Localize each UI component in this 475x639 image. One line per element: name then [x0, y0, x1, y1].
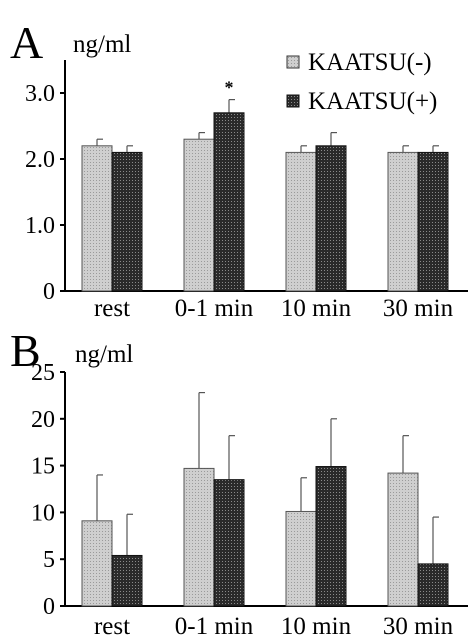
panel-b-y-tick-label: 10	[31, 500, 55, 526]
legend-label-kaatsu-plus: KAATSU(+)	[308, 88, 437, 115]
panel-a-y-tick-label: 3.0	[25, 81, 55, 107]
panel-b-category-label: 30 min	[383, 613, 454, 639]
panel-b-bar-kaatsu-minus	[285, 510, 317, 607]
panel-b-bar-kaatsu-plus	[213, 479, 245, 607]
panel-b-y-tick-label: 15	[31, 454, 55, 480]
legend-swatch-kaatsu-minus	[286, 55, 300, 69]
panel-b-category-label: 10 min	[281, 613, 352, 639]
panel-a-bar-kaatsu-plus	[213, 112, 245, 292]
legend-swatch-kaatsu-plus	[286, 94, 300, 108]
panel-b-bar-kaatsu-minus	[387, 472, 419, 607]
panel-a-category-label: 10 min	[281, 295, 352, 322]
panel-a-bar-kaatsu-minus	[81, 145, 113, 292]
panel-b-bar-kaatsu-plus	[111, 554, 143, 607]
panel-a-bar-kaatsu-plus	[111, 151, 143, 292]
panel-b-unit-label: ng/ml	[75, 341, 133, 368]
panel-b-y-tick-label: 25	[31, 360, 55, 386]
panel-b-category-label: 0-1 min	[175, 613, 254, 639]
panel-b-y-tick-label: 0	[43, 594, 55, 620]
panel-a-category-label: rest	[94, 295, 130, 322]
panel-a-category-label: 30 min	[383, 295, 454, 322]
legend-label-kaatsu-minus: KAATSU(-)	[308, 49, 432, 76]
panel-a-bar-kaatsu-plus	[417, 151, 449, 292]
panel-b-y-tick-label: 5	[43, 547, 55, 573]
panel-a-label: A	[10, 17, 43, 68]
panel-b-bar-kaatsu-minus	[81, 520, 113, 607]
panel-a-y-tick-label: 2.0	[25, 147, 55, 173]
legend: KAATSU(-) KAATSU(+)	[286, 49, 437, 115]
panel-a-bar-kaatsu-minus	[285, 151, 317, 292]
panel-a-unit-label: ng/ml	[73, 31, 131, 58]
panel-a-y-tick-label: 1.0	[25, 213, 55, 239]
panel-b-category-label: rest	[94, 613, 130, 639]
panel-b-bar-kaatsu-plus	[315, 466, 347, 607]
panel-a-category-label: 0-1 min	[175, 295, 254, 322]
panel-b-plot: 0 5 10 15 20 25 rest 0-1 min 10 min 30 min	[31, 360, 468, 639]
panel-a-plot: 0 1.0 2.0 3.0 rest 0-1 min 10 min 30 min *	[25, 60, 468, 322]
panel-b-bar-kaatsu-plus	[417, 563, 449, 607]
panel-b-bar-kaatsu-minus	[183, 467, 215, 607]
panel-a-y-tick-label: 0	[43, 279, 55, 305]
panel-a-bar-kaatsu-plus	[315, 145, 347, 292]
panel-a-significance-marker: *	[225, 78, 234, 98]
panel-a-bar-kaatsu-minus	[183, 138, 215, 292]
panel-a-bar-kaatsu-minus	[387, 151, 419, 292]
panel-b-y-tick-label: 20	[31, 407, 55, 433]
panel-b-label: B	[10, 325, 41, 376]
